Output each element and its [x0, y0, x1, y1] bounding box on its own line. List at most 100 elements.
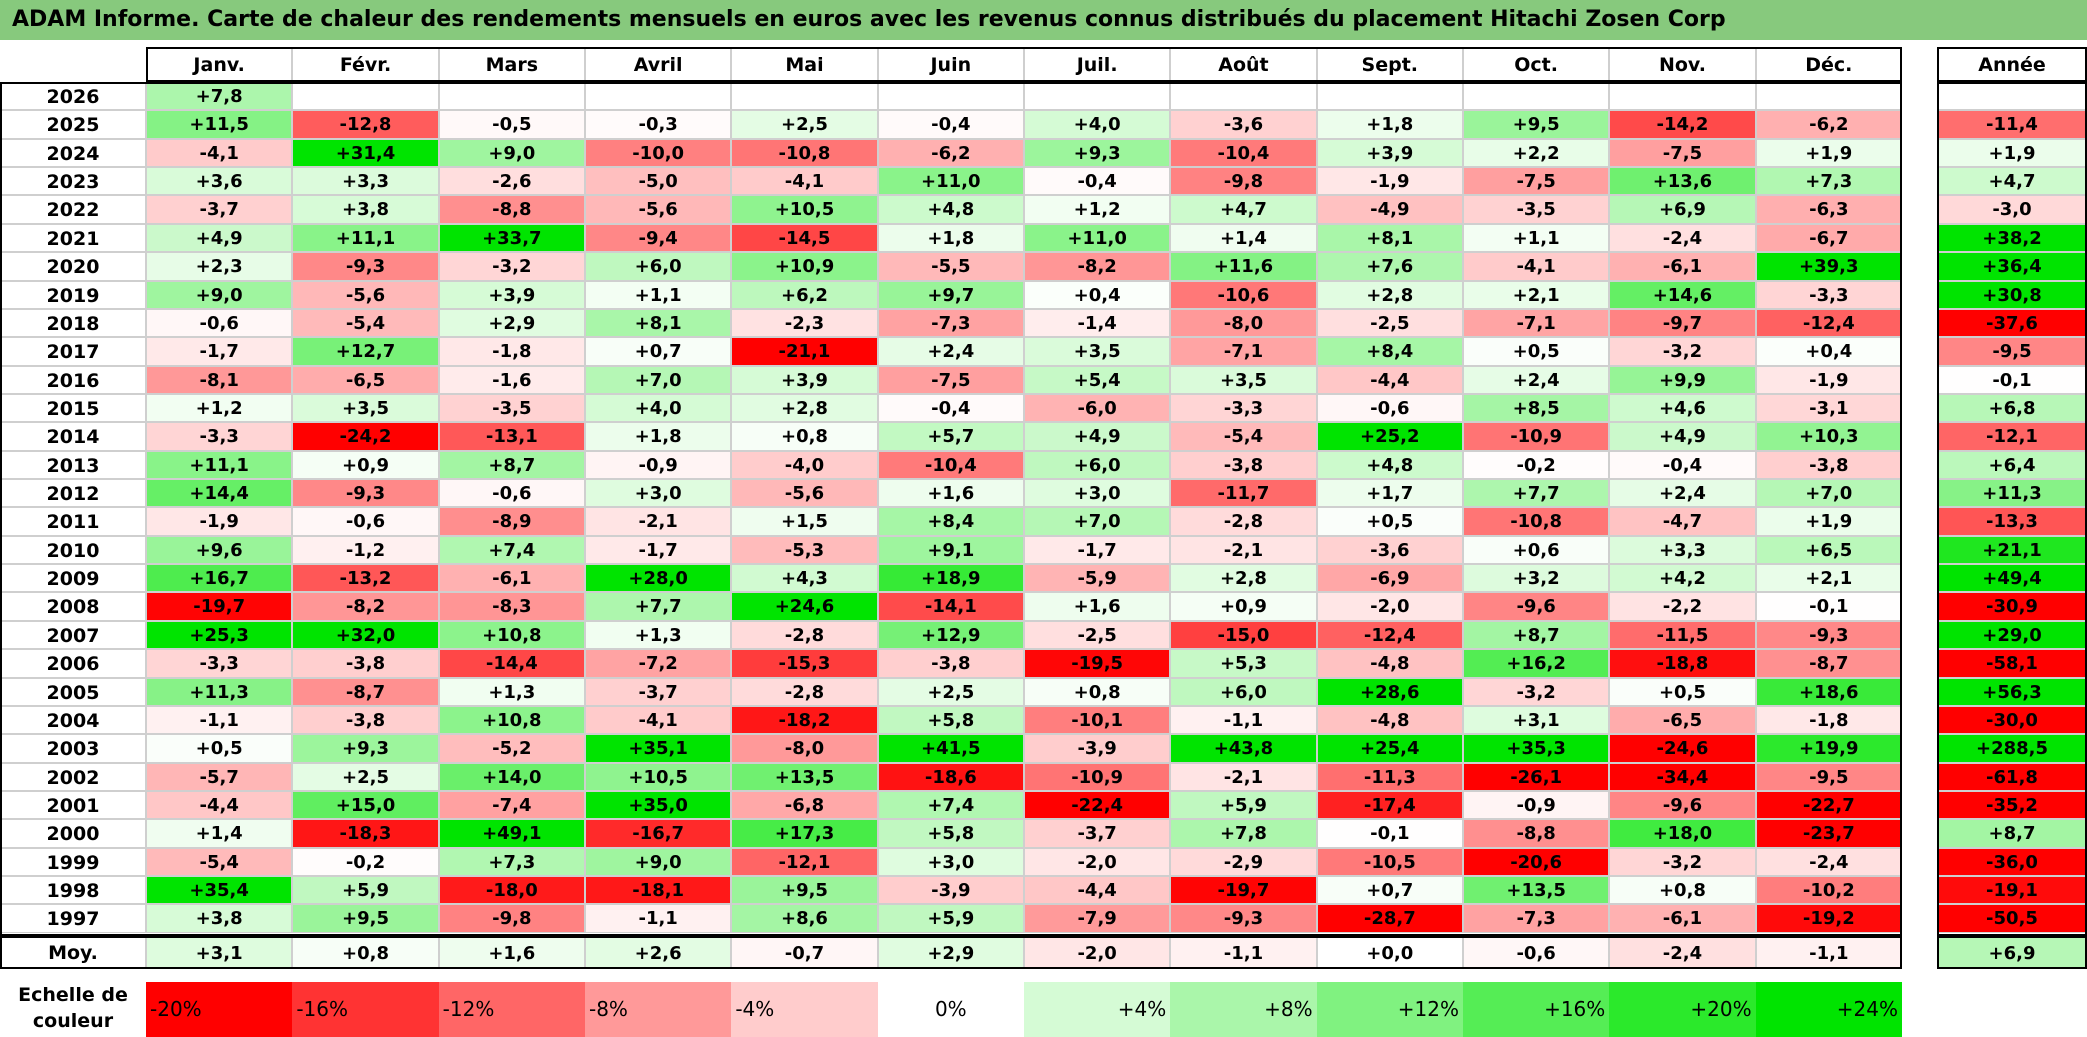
heatmap-cell: -4,1 — [584, 705, 732, 735]
row-year-label: 2015 — [0, 393, 146, 423]
heatmap-cell: +1,8 — [877, 223, 1024, 253]
heatmap-cell: -8,7 — [1755, 649, 1902, 678]
heatmap-cell: -6,1 — [438, 564, 585, 593]
heatmap-cell: -5,5 — [877, 252, 1024, 281]
heatmap-cell: +33,7 — [438, 223, 585, 253]
heatmap-cell: +0,8 — [1023, 677, 1171, 706]
heatmap-cell: -4,8 — [1316, 705, 1463, 735]
heatmap-cell: +2,2 — [1462, 138, 1610, 168]
heatmap-cell: +49,1 — [438, 819, 585, 848]
heatmap-cell: -5,6 — [584, 195, 732, 224]
heatmap-cell: +6,0 — [584, 252, 732, 281]
heatmap-cell: -12,1 — [731, 847, 878, 877]
annual-cell — [1937, 82, 2087, 111]
heatmap-cell: -6,2 — [1755, 110, 1902, 139]
heatmap-cell: +19,9 — [1755, 734, 1902, 763]
heatmap-cell: +0,5 — [146, 734, 293, 763]
heatmap-cell: -15,0 — [1170, 620, 1317, 650]
heatmap-cell: +6,2 — [731, 280, 878, 309]
heatmap-cell: -18,2 — [731, 705, 878, 735]
heatmap-cell: +9,5 — [1462, 110, 1610, 139]
heatmap-cell: +24,6 — [731, 592, 878, 621]
heatmap-cell: +7,7 — [1462, 479, 1610, 508]
annual-cell: -13,3 — [1937, 507, 2087, 536]
heatmap-cell: -5,4 — [146, 847, 293, 877]
month-header: Sept. — [1316, 47, 1463, 82]
heatmap-cell: -3,3 — [1755, 280, 1902, 309]
heatmap-cell: -0,4 — [1023, 167, 1171, 196]
heatmap-cell: -1,9 — [146, 507, 293, 536]
annual-cell: -30,0 — [1937, 705, 2087, 735]
heatmap-cell: -10,8 — [1462, 507, 1610, 536]
annual-cell: -50,5 — [1937, 904, 2087, 933]
heatmap-cell: -8,2 — [1023, 252, 1171, 281]
heatmap-cell: +1,4 — [146, 819, 293, 848]
heatmap-cell: -1,7 — [146, 337, 293, 366]
heatmap-cell: +11,0 — [1023, 223, 1171, 253]
heatmap-cell: -3,1 — [1755, 393, 1902, 423]
row-year-label: 2008 — [0, 592, 146, 621]
heatmap-cell: -8,7 — [292, 677, 439, 706]
heatmap-cell: -18,1 — [584, 876, 732, 905]
heatmap-cell: -1,8 — [438, 337, 585, 366]
heatmap-cell: +11,1 — [146, 450, 293, 480]
annual-cell: -0,1 — [1937, 365, 2087, 394]
row-year-label: 2016 — [0, 365, 146, 394]
heatmap-cell — [1170, 82, 1317, 111]
heatmap-cell: -8,8 — [1462, 819, 1610, 848]
heatmap-cell: +7,3 — [438, 847, 585, 877]
row-year-label: 2025 — [0, 110, 146, 139]
heatmap-cell: -1,1 — [146, 705, 293, 735]
heatmap-cell: -0,1 — [1755, 592, 1902, 621]
heatmap-cell: -0,3 — [584, 110, 732, 139]
heatmap-cell: +10,9 — [731, 252, 878, 281]
heatmap-cell: +3,0 — [877, 847, 1024, 877]
heatmap-cell: +2,4 — [1609, 479, 1756, 508]
heatmap-cell: +6,0 — [1023, 450, 1171, 480]
row-year-label: 2003 — [0, 734, 146, 763]
heatmap-cell: +3,0 — [1023, 479, 1171, 508]
row-year-label: 2018 — [0, 308, 146, 338]
heatmap-cell: -0,6 — [292, 507, 439, 536]
heatmap-cell: +7,7 — [584, 592, 732, 621]
heatmap-cell: +9,5 — [731, 876, 878, 905]
heatmap-cell: +2,8 — [1316, 280, 1463, 309]
heatmap-cell: +13,5 — [731, 762, 878, 791]
heatmap-cell: +13,6 — [1609, 167, 1756, 196]
heatmap-cell: -10,9 — [1462, 422, 1610, 451]
heatmap-cell: -2,8 — [731, 620, 878, 650]
heatmap-cell: +31,4 — [292, 138, 439, 168]
heatmap-cell: -4,4 — [1316, 365, 1463, 394]
heatmap-cell: -8,0 — [1170, 308, 1317, 338]
heatmap-cell: +4,8 — [877, 195, 1024, 224]
heatmap-cell: +4,9 — [146, 223, 293, 253]
heatmap-cell: +9,6 — [146, 535, 293, 565]
annual-cell: +21,1 — [1937, 535, 2087, 565]
heatmap-cell: +5,8 — [877, 819, 1024, 848]
heatmap-cell: -0,5 — [438, 110, 585, 139]
heatmap-cell: +1,2 — [146, 393, 293, 423]
heatmap-cell: -19,7 — [1170, 876, 1317, 905]
heatmap-cell: -9,5 — [1755, 762, 1902, 791]
heatmap-cell: -0,9 — [1462, 791, 1610, 820]
heatmap-cell — [731, 82, 878, 111]
heatmap-cell: -10,1 — [1023, 705, 1171, 735]
annual-cell: +11,3 — [1937, 479, 2087, 508]
heatmap-cell: +1,3 — [584, 620, 732, 650]
heatmap-cell: +3,2 — [1462, 564, 1610, 593]
heatmap-cell: +2,5 — [877, 677, 1024, 706]
average-cell: +1,6 — [438, 936, 585, 969]
heatmap-cell: -7,5 — [877, 365, 1024, 394]
heatmap-cell: +8,4 — [877, 507, 1024, 536]
heatmap-cell: -9,6 — [1609, 791, 1756, 820]
heatmap-cell: -5,6 — [292, 280, 439, 309]
heatmap-cell: +11,6 — [1170, 252, 1317, 281]
heatmap-cell: +0,5 — [1316, 507, 1463, 536]
heatmap-cell: +6,0 — [1170, 677, 1317, 706]
heatmap-cell: -3,2 — [1609, 847, 1756, 877]
annual-cell: -19,1 — [1937, 876, 2087, 905]
heatmap-cell: +3,5 — [292, 393, 439, 423]
scale-swatch: +20% — [1609, 982, 1756, 1037]
heatmap-cell: +3,3 — [292, 167, 439, 196]
